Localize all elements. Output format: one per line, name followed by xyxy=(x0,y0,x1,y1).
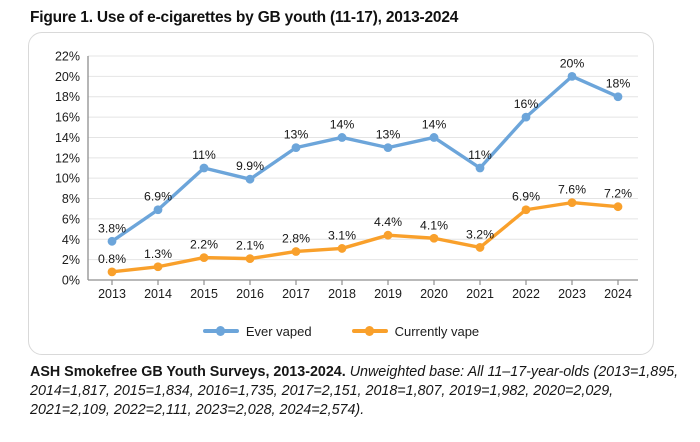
data-point xyxy=(153,205,163,215)
data-label: 3.8% xyxy=(98,221,126,235)
legend-item-ever-vaped: Ever vaped xyxy=(202,323,312,339)
data-point xyxy=(521,112,531,122)
series-line-ever-vaped xyxy=(110,74,620,244)
chart-legend: Ever vaped Currently vape xyxy=(29,318,653,344)
x-tick-label: 2013 xyxy=(98,287,126,301)
x-tick-label: 2018 xyxy=(328,287,356,301)
data-label: 6.9% xyxy=(144,190,172,204)
x-tick-label: 2022 xyxy=(512,287,540,301)
data-label: 14% xyxy=(422,117,447,131)
y-tick-label: 4% xyxy=(62,233,80,247)
data-label: 4.4% xyxy=(374,215,402,229)
data-point xyxy=(107,236,117,246)
y-tick-label: 2% xyxy=(62,253,80,267)
data-label: 7.6% xyxy=(558,183,586,197)
y-tick-label: 6% xyxy=(62,212,80,226)
legend-label-currently-vape: Currently vape xyxy=(394,323,480,339)
legend-item-currently-vape: Currently vape xyxy=(351,323,480,339)
data-point xyxy=(291,143,301,153)
data-label: 7.2% xyxy=(604,187,632,201)
data-label: 1.3% xyxy=(144,247,172,261)
x-tick-label: 2017 xyxy=(282,287,310,301)
chart-card: 0% 2% 4% 6% 8% 10% 12% 14% 16% 18% 20% 22% 2013 2014 2… xyxy=(28,32,654,355)
data-point xyxy=(107,267,117,277)
x-tick-label: 2024 xyxy=(604,287,632,301)
figure-page: Figure 1. Use of e-cigarettes by GB yout… xyxy=(0,8,700,442)
x-tick-label: 2023 xyxy=(558,287,586,301)
data-point xyxy=(475,163,485,173)
data-label: 11% xyxy=(192,148,216,162)
y-tick-label: 0% xyxy=(62,274,80,288)
source-note: ASH Smokefree GB Youth Surveys, 2013-202… xyxy=(30,363,682,420)
y-tick-label: 20% xyxy=(55,70,80,84)
data-point xyxy=(153,262,163,272)
legend-label-ever-vaped: Ever vaped xyxy=(245,323,312,339)
data-label: 14% xyxy=(330,117,355,131)
data-point xyxy=(521,205,531,215)
y-tick-label: 12% xyxy=(55,151,80,165)
data-point xyxy=(245,174,255,184)
data-point xyxy=(199,163,209,173)
data-label: 3.1% xyxy=(328,228,356,242)
data-label: 11% xyxy=(468,148,492,162)
data-point xyxy=(567,71,577,81)
data-label: 9.9% xyxy=(236,159,264,173)
legend-line-marker-icon xyxy=(351,326,388,336)
figure-title: Figure 1. Use of e-cigarettes by GB yout… xyxy=(30,9,459,26)
x-tick-label: 2016 xyxy=(236,287,264,301)
line-chart: 0% 2% 4% 6% 8% 10% 12% 14% 16% 18% 20% 22% 2013 2014 2… xyxy=(55,50,638,301)
x-tick-label: 2021 xyxy=(466,287,494,301)
data-label: 2.2% xyxy=(190,238,218,252)
data-point xyxy=(199,253,209,262)
data-label: 3.2% xyxy=(466,227,494,241)
y-tick-label: 14% xyxy=(55,131,80,145)
source-note-bold: ASH Smokefree GB Youth Surveys, 2013-202… xyxy=(30,364,346,380)
y-tick-label: 10% xyxy=(55,172,80,186)
data-point xyxy=(429,133,439,142)
data-point xyxy=(613,202,623,212)
data-point xyxy=(337,244,347,253)
data-label: 2.8% xyxy=(282,231,310,245)
data-point xyxy=(383,230,393,240)
y-tick-label: 22% xyxy=(55,50,80,64)
data-label: 13% xyxy=(284,128,309,142)
data-point xyxy=(291,247,301,256)
data-point xyxy=(337,133,347,142)
source-note-italic: Unweighted base: All 11–17-year-olds (20… xyxy=(30,364,679,418)
data-point xyxy=(245,254,255,264)
data-point xyxy=(383,143,393,153)
legend-dot-icon xyxy=(364,326,375,336)
x-tick-label: 2015 xyxy=(190,287,218,301)
legend-line-marker-icon xyxy=(202,326,239,336)
x-tick-label: 2014 xyxy=(144,287,172,301)
x-tick-label: 2019 xyxy=(374,287,402,301)
data-point xyxy=(613,92,623,102)
data-point xyxy=(475,243,485,252)
data-label: 20% xyxy=(560,56,585,70)
data-label: 6.9% xyxy=(512,190,540,204)
y-tick-label: 8% xyxy=(62,192,80,206)
data-label: 0.8% xyxy=(98,252,126,266)
data-label: 13% xyxy=(376,128,401,142)
series-line-currently-vape xyxy=(110,200,620,274)
data-point xyxy=(567,198,577,208)
data-label: 4.1% xyxy=(420,218,448,232)
data-label: 18% xyxy=(606,77,631,91)
data-label: 2.1% xyxy=(236,239,264,253)
x-tick-label: 2020 xyxy=(420,287,448,301)
y-tick-label: 16% xyxy=(55,111,80,125)
data-point xyxy=(429,233,439,243)
data-label: 16% xyxy=(514,97,539,111)
y-tick-label: 18% xyxy=(55,90,80,104)
legend-dot-icon xyxy=(215,326,226,336)
